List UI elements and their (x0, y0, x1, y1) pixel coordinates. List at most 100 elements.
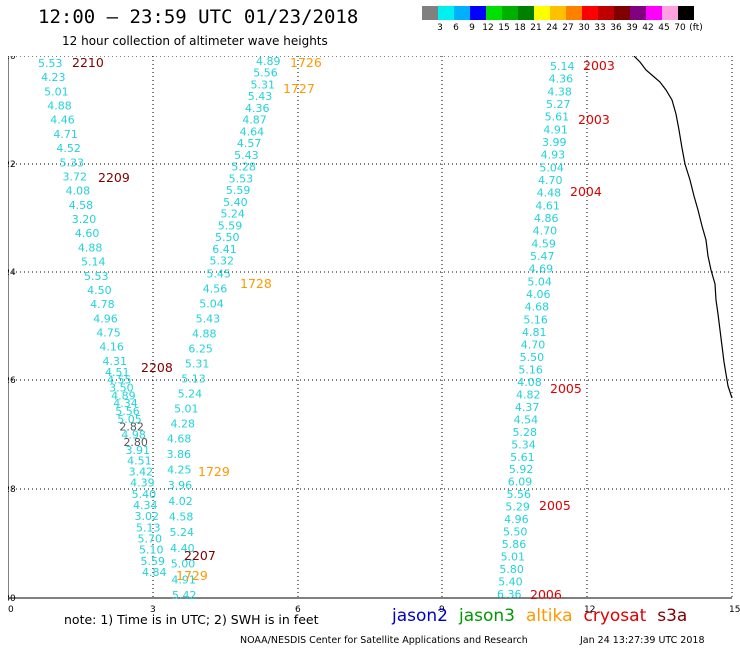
wave-height-value: 4.58 (69, 199, 94, 212)
wave-height-value: 4.51 (105, 366, 130, 379)
wave-height-value: 3.02 (135, 510, 160, 523)
wave-height-value: 5.04 (527, 275, 552, 288)
wave-height-value: 4.54 (514, 413, 539, 426)
wave-height-value: 5.04 (199, 298, 224, 311)
wave-height-value: 5.28 (512, 426, 537, 439)
y-tick-label: -24 (8, 268, 16, 278)
legend-swatch (614, 6, 630, 20)
generation-timestamp: Jan 24 13:27:39 UTC 2018 (580, 635, 705, 646)
wave-height-value: 5.16 (518, 363, 543, 376)
legend-swatch (566, 6, 582, 20)
wave-height-value: 4.28 (170, 417, 195, 430)
wave-height-value: 5.13 (181, 372, 206, 385)
wave-height-value: 4.59 (531, 237, 556, 250)
legend-label: 24 (546, 23, 558, 33)
wave-height-value: 5.14 (81, 256, 106, 269)
legend-label: 12 (482, 23, 494, 33)
wave-height-value: 4.56 (203, 283, 228, 296)
legend-swatch (502, 6, 518, 20)
wave-height-value: 5.01 (174, 402, 199, 415)
wave-height-value: 4.55 (107, 374, 131, 387)
legend-label: 33 (594, 23, 606, 33)
legend-swatch (678, 6, 694, 20)
coastline (633, 56, 733, 399)
axis-ticks: 0 3 6 9 12 15 -20 -22 -24 -26 -28 -30 (8, 56, 740, 612)
legend-swatch (598, 6, 614, 20)
legend-label: 27 (562, 23, 574, 33)
legend-swatch (582, 6, 598, 20)
wave-height-value: 4.89 (111, 389, 135, 402)
wave-height-value: 5.47 (530, 250, 555, 263)
wave-height-value: 4.75 (96, 327, 121, 340)
wave-height-value: 4.68 (167, 432, 192, 445)
wave-height-value: 5.33 (59, 156, 84, 169)
wave-height-value: 4.38 (547, 85, 572, 98)
wave-height-value: 4.70 (538, 174, 563, 187)
legend-swatch (662, 6, 678, 20)
legend-label: 70 (674, 23, 686, 33)
legend-swatch (550, 6, 566, 20)
wave-height-value: 5.61 (510, 451, 534, 464)
legend-swatch (438, 6, 454, 20)
wave-height-value: 5.43 (234, 149, 259, 162)
color-legend (422, 6, 694, 20)
wave-height-value: 4.84 (142, 566, 167, 579)
wave-height-value: 4.88 (192, 328, 217, 341)
legend-label: 45 (658, 23, 670, 33)
satellite-label: altika (526, 606, 573, 626)
wave-height-value: 6.25 (188, 343, 213, 356)
satellite-label: jason2 (392, 606, 448, 626)
wave-height-value: 6.36 (497, 588, 522, 601)
wave-height-value: 5.40 (132, 488, 157, 501)
y-tick-label: -28 (8, 485, 16, 495)
track-number: 1728 (240, 276, 272, 291)
legend-label: 9 (469, 23, 475, 33)
wave-height-value: 5.86 (502, 538, 527, 551)
legend-swatch (470, 6, 486, 20)
wave-height-value: 4.36 (549, 73, 574, 86)
legend-swatch (630, 6, 646, 20)
wave-height-value: 5.56 (115, 405, 140, 418)
wave-height-value: 4.51 (127, 454, 151, 467)
wave-height-value: 4.78 (90, 298, 115, 311)
wave-height-value: 5.50 (215, 231, 240, 244)
legend-label: 39 (626, 23, 638, 33)
track-number: 2005 (550, 381, 582, 396)
wave-height-value: 4.58 (169, 511, 194, 524)
wave-height-value: 5.53 (38, 57, 63, 70)
wave-height-value: 4.50 (87, 284, 112, 297)
wave-height-value: 3.42 (129, 466, 154, 479)
wave-height-value: 4.48 (537, 187, 562, 200)
wave-height-value: 4.06 (526, 288, 551, 301)
wave-height-value: 4.88 (47, 100, 72, 113)
wave-height-value: 5.50 (503, 526, 528, 539)
legend-label: (ft) (689, 23, 703, 33)
satellite-legend: jason2 jason3 altika cryosat s3a (392, 606, 698, 626)
satellite-label: jason3 (459, 606, 515, 626)
wave-height-value: 4.93 (541, 149, 566, 162)
track-number: 2006 (530, 587, 562, 602)
wave-height-value: 4.02 (168, 495, 193, 508)
legend-swatch (486, 6, 502, 20)
x-tick-label: 0 (8, 605, 14, 612)
wave-height-value: 5.40 (223, 196, 248, 209)
wave-height-value: 5.40 (498, 576, 523, 589)
wave-height-value: 5.92 (509, 463, 534, 476)
map-title: 12:00 — 23:59 UTC 01/23/2018 (38, 6, 359, 28)
wave-height-value: 4.64 (240, 125, 264, 138)
wave-height-value: 6.09 (508, 476, 533, 489)
wave-height-value: 5.24 (220, 208, 245, 221)
track-number: 2003 (583, 58, 615, 73)
wave-height-value: 5.14 (550, 60, 575, 73)
legend-label: 18 (514, 23, 526, 33)
track-number: 2003 (578, 112, 610, 127)
wave-height-value: 5.59 (226, 184, 251, 197)
track-numbers: 2210 2209 2208 2207 1726 1727 1728 1729 1729 2003… (72, 56, 615, 602)
track-number: 2208 (141, 360, 173, 375)
wave-height-value: 4.34 (113, 397, 138, 410)
wave-height-value: 5.29 (505, 501, 530, 514)
wave-height-value: 2.82 (119, 421, 144, 434)
wave-height-value: 5.13 (136, 521, 161, 534)
wave-height-value: 4.70 (521, 338, 546, 351)
